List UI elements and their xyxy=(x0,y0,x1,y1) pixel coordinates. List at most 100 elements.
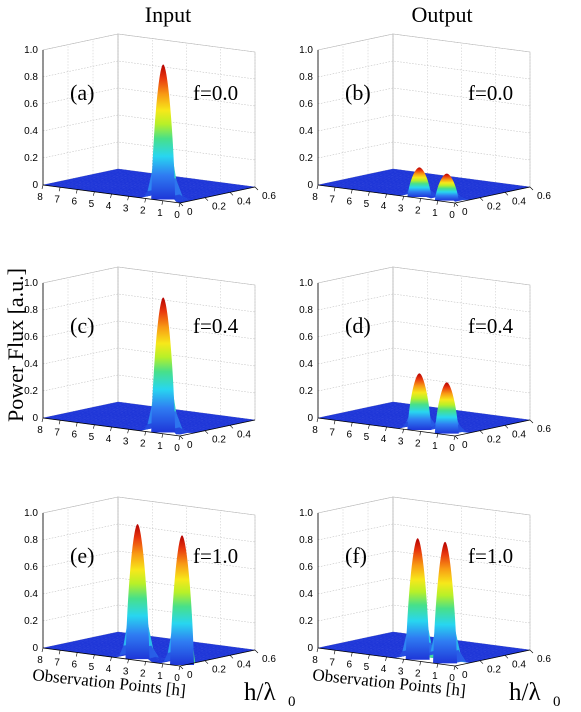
obs-tick-label: 0 xyxy=(449,210,455,221)
z-gridline xyxy=(42,87,256,107)
z-tick-label: 1.0 xyxy=(299,508,313,519)
f-value-label: f=1.0 xyxy=(468,544,513,568)
obs-tick-label: 3 xyxy=(123,436,129,447)
obs-tick-label: 6 xyxy=(71,430,77,441)
z-tick-label: 0 xyxy=(307,413,313,424)
z-gridline xyxy=(317,141,531,161)
h-tick-label: 0.2 xyxy=(212,435,226,446)
obs-tick-label: 1 xyxy=(157,208,163,219)
obs-tick-label: 5 xyxy=(364,432,370,443)
h-axis xyxy=(454,419,531,437)
obs-tick-label: 2 xyxy=(140,439,146,450)
obs-tick-label: 3 xyxy=(123,666,129,677)
column-title-output: Output xyxy=(411,2,472,27)
obs-tick-label: 8 xyxy=(312,192,318,203)
obs-tick-label: 7 xyxy=(54,657,60,668)
h-tick-label: 0.4 xyxy=(237,196,251,207)
z-tick-label: 0 xyxy=(32,413,38,424)
z-gridline xyxy=(42,604,256,624)
z-tick-label: 1.0 xyxy=(24,508,38,519)
z-tick-label: 0.8 xyxy=(299,305,313,316)
obs-tick-label: 4 xyxy=(381,664,387,675)
z-gridline xyxy=(317,320,531,340)
obs-tick-label: 5 xyxy=(364,662,370,673)
h-tick-label: 0 xyxy=(187,207,193,218)
z-tick-label: 0 xyxy=(307,180,313,191)
obs-tick-label: 8 xyxy=(37,425,43,436)
peak-1 xyxy=(407,167,432,198)
obs-tick-label: 2 xyxy=(415,669,421,680)
obs-tick-label: 6 xyxy=(346,660,352,671)
svg-text:h/λ: h/λ xyxy=(509,679,541,706)
z-gridline xyxy=(317,496,531,516)
obs-tick-label: 3 xyxy=(123,203,129,214)
z-gridline xyxy=(42,114,256,134)
obs-tick-label: 5 xyxy=(89,662,95,673)
z-tick-label: 0.8 xyxy=(299,535,313,546)
h-tick-label: 0.6 xyxy=(262,191,276,202)
h-tick-label: 0.6 xyxy=(262,654,276,665)
z-tick-label: 0.8 xyxy=(24,305,38,316)
obs-tick-label: 7 xyxy=(329,657,335,668)
z-gridline xyxy=(317,523,531,543)
z-tick-label: 0.4 xyxy=(24,126,38,137)
obs-axis xyxy=(317,647,456,667)
h-axis xyxy=(179,649,256,667)
h-axis xyxy=(179,186,256,204)
h-axis xyxy=(179,419,256,437)
panel-label: (a) xyxy=(70,80,94,105)
z-tick-label: 1.0 xyxy=(299,45,313,56)
obs-tick-label: 6 xyxy=(71,660,77,671)
svg-text:0: 0 xyxy=(288,694,296,710)
panel-label: (d) xyxy=(345,313,371,338)
z-gridline xyxy=(317,266,531,286)
obs-tick-label: 2 xyxy=(140,669,146,680)
obs-tick-label: 4 xyxy=(381,434,387,445)
z-gridline xyxy=(317,293,531,313)
panel-label: (e) xyxy=(70,543,94,568)
obs-tick-label: 4 xyxy=(106,434,112,445)
z-tick-label: 0.2 xyxy=(24,153,38,164)
obs-tick-label: 1 xyxy=(432,671,438,682)
z-gridline xyxy=(42,577,256,597)
back-walls xyxy=(42,266,256,421)
obs-tick-label: 8 xyxy=(37,192,43,203)
h-axis xyxy=(454,186,531,204)
obs-axis xyxy=(42,647,181,667)
z-gridline xyxy=(42,293,256,313)
panel-c: 00.20.40.60.81.08 7 6 5 4 3 2 1 0 0 0.2 0.4(c) f=0.4 xyxy=(24,266,256,454)
obs-tick-label: 0 xyxy=(174,673,180,684)
f-value-label: f=0.0 xyxy=(193,81,238,105)
peak-2 xyxy=(433,541,458,664)
z-tick-label: 0.6 xyxy=(299,99,313,110)
z-tick-label: 0.2 xyxy=(24,386,38,397)
h-tick-label: 0.2 xyxy=(487,665,501,676)
power-surface xyxy=(42,366,256,435)
y-axis-label: Power Flux [a.u.] xyxy=(3,268,28,422)
peak-1 xyxy=(151,64,176,200)
z-gridline xyxy=(317,33,531,53)
z-tick-label: 0.6 xyxy=(24,332,38,343)
z-gridline xyxy=(317,550,531,570)
obs-tick-label: 2 xyxy=(415,206,421,217)
peak-2 xyxy=(434,382,459,434)
obs-tick-label: 5 xyxy=(89,432,95,443)
obs-tick-label: 8 xyxy=(312,425,318,436)
peak-1 xyxy=(407,373,432,431)
obs-tick-label: 7 xyxy=(54,194,60,205)
panel-label: (c) xyxy=(70,313,94,338)
x-axis-label-right: Observation Points [h] xyxy=(312,665,467,700)
obs-tick-label: 1 xyxy=(432,441,438,452)
panel-a: 00.20.40.60.81.08 7 6 5 4 3 2 1 0 0 0.2 0.4 0.6(a) f=… xyxy=(24,33,276,221)
peak-2 xyxy=(434,173,459,201)
h-tick-label: 0 xyxy=(187,440,193,451)
obs-tick-label: 4 xyxy=(106,201,112,212)
z-gridline xyxy=(317,114,531,134)
z-tick-label: 0.4 xyxy=(299,589,313,600)
panel-b: 00.20.40.60.81.08 7 6 5 4 3 2 1 0 0 0.2 0.4 0.6(b) f=… xyxy=(299,33,551,221)
h-tick-label: 0 xyxy=(462,670,468,681)
column-title-input: Input xyxy=(145,2,191,27)
obs-tick-label: 0 xyxy=(449,443,455,454)
panel-label: (f) xyxy=(345,543,367,568)
obs-tick-label: 3 xyxy=(398,436,404,447)
